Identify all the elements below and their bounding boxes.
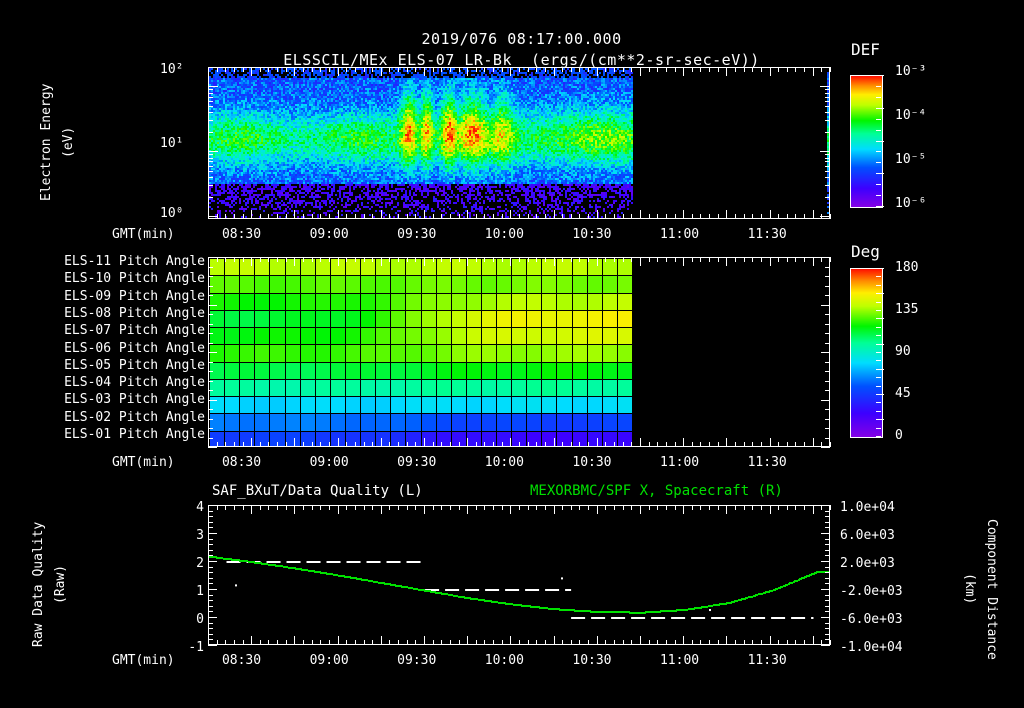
deg-colorbar-title: Deg [851, 242, 880, 261]
bottom-left-ytick-label: 4 [196, 500, 204, 515]
bottom-right-ytick-label: 2.0e+03 [840, 556, 895, 571]
middle-panel-xlabel: GMT(min) [112, 455, 175, 470]
xtick-label: 09:00 [309, 653, 349, 668]
pitch-angle-canvas [209, 258, 829, 446]
bottom-left-ytick-labels: 4 3 2 1 0 -1 [176, 500, 204, 670]
xtick-label: 08:30 [221, 653, 262, 668]
bottom-right-ytick-labels: 1.0e+04 6.0e+03 2.0e+03 -2.0e+03 -6.0e+03 -1.… [840, 500, 940, 670]
bottom-left-ytick-label: 3 [196, 528, 204, 543]
page-title: 2019/076 08:17:00.000 [0, 12, 1024, 48]
pitch-angle-row-label: ELS-02 Pitch Angle [64, 409, 205, 425]
pitch-angle-row-label: ELS-04 Pitch Angle [64, 375, 205, 391]
timestamp-title: 2019/076 08:17:00.000 [421, 30, 622, 48]
xtick-label: 10:30 [572, 227, 612, 242]
xtick-label: 11:30 [747, 653, 787, 668]
def-cb-label-1e-6: 10⁻⁶ [895, 196, 927, 211]
middle-panel-xtick-labels: 08:30 09:00 09:30 10:00 10:30 11:00 11:30 [0, 455, 1024, 473]
pitch-angle-row-labels: ELS-11 Pitch Angle ELS-10 Pitch Angle ELS-… [60, 254, 205, 450]
bottom-title-right: MEXORBMC/SPF X, Spacecraft (R) [530, 483, 783, 499]
xtick-label: 11:00 [659, 653, 700, 668]
pitch-angle-row-label: ELS-01 Pitch Angle [64, 427, 205, 442]
bottom-right-ytick-label: 1.0e+04 [840, 500, 895, 515]
xtick-label: 08:30 [221, 455, 262, 470]
dataset-subtitle: ELSSCIL/MEx ELS-07 LR-Bk (ergs/(cm**2-sr… [283, 51, 760, 69]
def-cb-label-1e-3: 10⁻³ [895, 64, 927, 79]
deg-colorbar-ticks [876, 268, 893, 438]
pitch-angle-row-label: ELS-08 Pitch Angle [64, 305, 205, 321]
bottom-left-ytick-label: 0 [196, 612, 204, 627]
bottom-panel-xlabel: GMT(min) [112, 653, 175, 668]
xtick-label: 10:30 [572, 455, 612, 470]
top-ytick-1e1: 10¹ [160, 136, 184, 151]
bottom-panel-ylabel-right: Component Distance (km) [962, 518, 999, 660]
xtick-label: 08:30 [221, 227, 262, 242]
bottom-panel-xtick-labels: 08:30 09:00 09:30 10:00 10:30 11:00 11:30 [0, 653, 1024, 671]
def-cb-label-1e-4: 10⁻⁴ [895, 108, 927, 123]
def-colorbar-title: DEF [851, 40, 880, 59]
deg-cb-label-0: 0 [895, 428, 903, 443]
bottom-panel-ticks [208, 505, 831, 646]
xtick-label: 09:00 [309, 455, 349, 470]
top-ytick-1e2: 10² [160, 62, 184, 77]
xtick-label: 10:00 [484, 227, 524, 242]
bottom-title-left: SAF_BXuT/Data Quality (L) [212, 483, 423, 499]
top-panel: Electron Energy (eV) 10² 10¹ 10⁰ GMT(min… [0, 0, 1024, 242]
bottom-right-ytick-label: -2.0e+03 [840, 584, 903, 599]
deg-cb-label-90: 90 [895, 344, 911, 359]
xtick-label: 09:00 [309, 227, 349, 242]
def-cb-label-1e-5: 10⁻⁵ [895, 152, 927, 167]
xtick-label: 10:30 [572, 653, 612, 668]
pitch-angle-row-label: ELS-07 Pitch Angle [64, 323, 205, 339]
dataquality-canvas [209, 506, 829, 644]
top-panel-ylabel: Electron Energy (eV) [39, 83, 76, 201]
dataquality-plot-box[interactable] [208, 505, 830, 645]
pitch-angle-row-label: ELS-06 Pitch Angle [64, 340, 205, 356]
top-panel-xlabel: GMT(min) [112, 227, 175, 242]
pitch-angle-row-label: ELS-11 Pitch Angle [64, 254, 205, 269]
bottom-right-ytick-label: -6.0e+03 [840, 612, 903, 627]
bottom-left-ytick-label: 1 [196, 584, 204, 599]
top-panel-xtick-labels: 08:30 09:00 09:30 10:00 10:30 11:00 11:30 [0, 227, 1024, 245]
xtick-label: 09:30 [397, 653, 437, 668]
xtick-label: 11:00 [659, 227, 700, 242]
top-ytick-1e0: 10⁰ [160, 206, 184, 221]
bottom-left-ytick-label: 2 [196, 556, 204, 571]
deg-colorbar [850, 268, 883, 438]
pitch-angle-row-label: ELS-10 Pitch Angle [64, 271, 205, 287]
top-panel-ticks [208, 67, 831, 219]
deg-cb-label-45: 45 [895, 386, 911, 401]
bottom-right-ytick-label: 6.0e+03 [840, 528, 895, 543]
pitch-angle-row-label: ELS-09 Pitch Angle [64, 288, 205, 304]
bottom-left-ytick-label: -1 [188, 640, 204, 655]
middle-panel-ticks [208, 257, 831, 448]
deg-cb-label-180: 180 [895, 260, 919, 275]
xtick-label: 11:30 [747, 227, 787, 242]
middle-panel: ELS-11 Pitch Angle ELS-10 Pitch Angle ELS-… [0, 240, 1024, 480]
xtick-label: 10:00 [484, 653, 524, 668]
pitch-angle-row-label: ELS-05 Pitch Angle [64, 357, 205, 373]
def-colorbar-ticks [876, 75, 893, 208]
xtick-label: 09:30 [397, 455, 437, 470]
bottom-panel: SAF_BXuT/Data Quality (L) MEXORBMC/SPF X… [0, 480, 1024, 708]
page-subtitle: ELSSCIL/MEx ELS-07 LR-Bk (ergs/(cm**2-sr… [0, 33, 1024, 69]
pitch-angle-row-label: ELS-03 Pitch Angle [64, 392, 205, 408]
deg-cb-label-135: 135 [895, 302, 919, 317]
xtick-label: 11:00 [659, 455, 700, 470]
bottom-panel-ylabel-left: Raw Data Quality (Raw) [31, 521, 68, 647]
spectrogram-canvas [209, 68, 829, 218]
xtick-label: 09:30 [397, 227, 437, 242]
bottom-right-ytick-label: -1.0e+04 [840, 640, 903, 655]
xtick-label: 11:30 [747, 455, 787, 470]
xtick-label: 10:00 [484, 455, 524, 470]
